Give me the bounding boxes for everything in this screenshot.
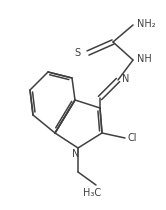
Text: NH: NH xyxy=(137,54,152,64)
Text: NH₂: NH₂ xyxy=(137,19,156,29)
Text: H₃C: H₃C xyxy=(83,188,101,198)
Text: N: N xyxy=(72,149,80,159)
Text: S: S xyxy=(75,48,81,58)
Text: Cl: Cl xyxy=(128,133,137,143)
Text: N: N xyxy=(122,74,129,84)
